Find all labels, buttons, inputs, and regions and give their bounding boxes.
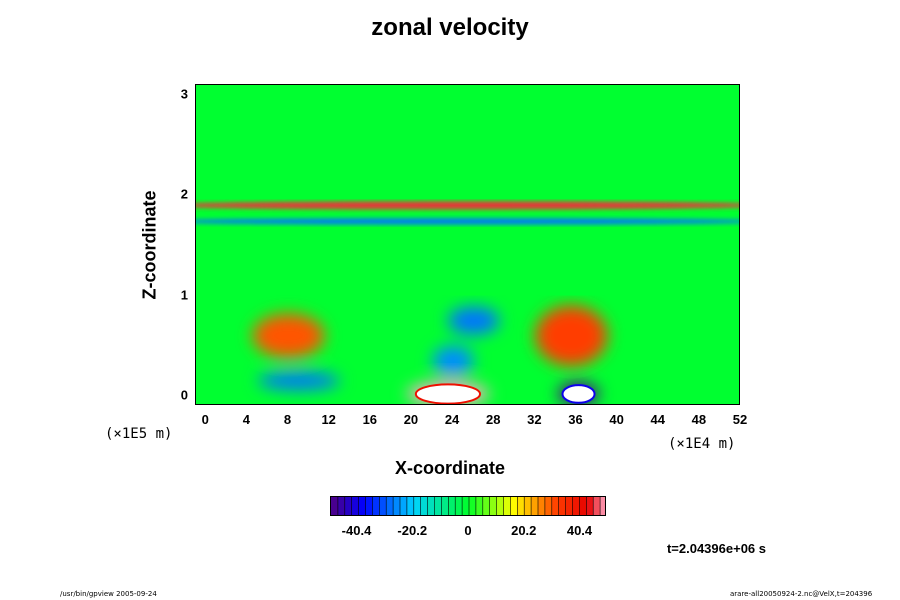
y-tick-label: 0 [180,387,188,403]
x-tick-label: 44 [650,412,665,427]
colorbar-tick-label: -20.2 [397,523,428,538]
colorbar-segment [565,497,573,515]
colorbar-segment [337,497,346,515]
colorbar-segment [400,497,408,515]
colorbar-segment [358,497,366,515]
colorbar-segment [372,497,380,515]
x-tick-label: 48 [691,412,707,427]
colorbar-tick-label: -40.4 [341,523,372,538]
x-tick-label: 8 [283,412,292,427]
colorbar-tick-label: 40.4 [566,523,593,538]
colorbar-segment [503,497,511,515]
heatmap-feature-8 [257,371,340,390]
colorbar-segment [551,497,560,515]
chart-title: zonal velocity [371,14,529,41]
colorbar-segment [544,497,553,515]
colorbar-segment [344,497,353,515]
colorbar-segment [572,497,580,515]
y-axis-label: Z-coordinate [139,190,160,300]
heatmap-feature-2 [196,201,739,210]
x-tick-label: 28 [485,412,501,427]
colorbar-segment [427,497,435,515]
colorbar-segment [496,497,504,515]
x-axis-label: X-coordinate [394,458,505,478]
colorbar [330,496,606,516]
heatmap-feature-3 [196,218,739,225]
colorbar-segment [600,497,605,515]
colorbar-segment [510,497,518,515]
colorbar-segment [524,497,532,515]
colorbar-segment [586,497,594,515]
footer-left: /usr/bin/gpview 2005-09-24 [60,590,157,598]
colorbar-tick-label: 0 [464,523,472,538]
heatmap-feature-6 [447,306,500,335]
colorbar-segment [406,497,415,515]
heatmap-feature-5 [535,305,608,366]
colorbar-segment [448,497,456,515]
footer-right: arare-all20050924-2.nc@VelX,t=204396 [730,590,873,598]
colorbar-segment [420,497,429,515]
colorbar-segment [489,497,498,515]
heatmap-feature-4 [252,313,325,358]
colorbar-segment [579,497,587,515]
x-tick-label: 0 [201,412,209,427]
x-tick-label: 12 [321,412,336,427]
y-unit-label: (×1E5 m) [105,426,173,442]
y-tick-label: 2 [180,186,188,202]
colorbar-segment [331,497,339,515]
x-tick-label: 36 [568,412,583,427]
x-tick-label: 40 [609,412,624,427]
plot-area [195,84,740,405]
heatmap-saturated-core-1 [561,384,596,404]
x-tick-label: 4 [242,412,251,427]
time-label: t=2.04396e+06 s [666,541,766,556]
colorbar-segment [475,497,484,515]
heatmap-feature-7 [432,345,474,376]
colorbar-segment [593,497,601,515]
colorbar-tick-label: 20.2 [511,523,537,538]
x-tick-label: 16 [362,412,378,427]
colorbar-segment [386,497,394,515]
colorbar-segment [469,497,477,515]
colorbar-segment [538,497,546,515]
y-tick-label: 1 [180,287,188,303]
x-tick-label: 20 [403,412,419,427]
colorbar-segment [379,497,387,515]
x-unit-label: (×1E4 m) [668,436,736,452]
colorbar-segment [558,497,567,515]
colorbar-segment [351,497,360,515]
colorbar-segment [462,497,470,515]
colorbar-segment [393,497,401,515]
colorbar-segment [365,497,373,515]
heatmap-svg [196,85,739,404]
colorbar-segment [441,497,449,515]
colorbar-segment [482,497,491,515]
colorbar-segment [455,497,463,515]
y-tick-label: 3 [180,86,188,102]
x-tick-label: 52 [732,412,748,427]
colorbar-segment [434,497,442,515]
colorbar-segment [531,497,539,515]
colorbar-segment [517,497,525,515]
heatmap-saturated-core-0 [414,383,482,404]
x-tick-label: 32 [527,412,542,427]
x-tick-label: 24 [444,412,460,427]
colorbar-segment [413,497,422,515]
